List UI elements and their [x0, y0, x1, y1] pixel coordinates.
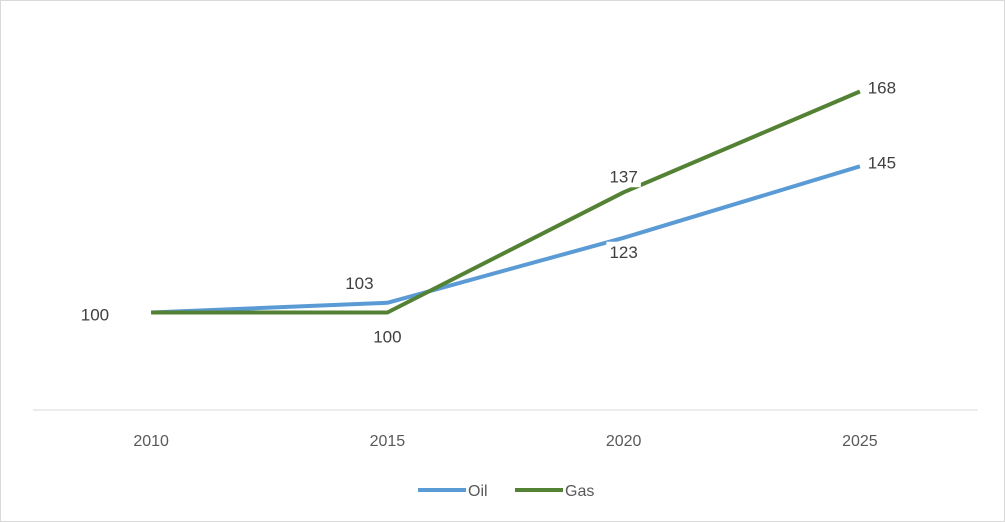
data-label-bg-oil-2010: [77, 304, 113, 326]
data-label-bg-gas-2020: [606, 166, 641, 188]
data-label-oil-2020: 123: [609, 243, 637, 262]
data-label-bg-oil-2025: [864, 152, 900, 174]
data-label-oil-2025: 145: [868, 153, 896, 172]
x-tick-labels: 2010 2015 2020 2025: [133, 433, 877, 450]
data-label-gas-2015: 100: [373, 328, 401, 347]
legend-label-oil: Oil: [468, 483, 488, 500]
legend: Oil Gas: [418, 483, 594, 500]
data-label-bg-gas-2025: [864, 77, 900, 99]
x-tick-label-2025: 2025: [842, 433, 878, 450]
series-line-oil: [151, 164, 861, 315]
data-label-gas-2020: 137: [609, 167, 637, 186]
series-lines: [151, 89, 861, 315]
data-label-oil-2015: 103: [345, 274, 373, 293]
data-label-bg-oil-2015: [342, 272, 377, 294]
series-line-gas: [151, 89, 861, 315]
x-tick-label-2020: 2020: [606, 433, 642, 450]
x-tick-label-2010: 2010: [133, 433, 169, 450]
data-label-oil-2010: 100: [81, 306, 109, 325]
data-label-bg-oil-2020: [606, 241, 641, 263]
data-labels: 100 103 123 145 100 137 168: [77, 77, 900, 348]
x-tick-label-2015: 2015: [370, 433, 406, 450]
legend-label-gas: Gas: [565, 483, 594, 500]
data-label-bg-gas-2015: [370, 326, 405, 348]
data-label-gas-2025: 168: [868, 79, 896, 98]
